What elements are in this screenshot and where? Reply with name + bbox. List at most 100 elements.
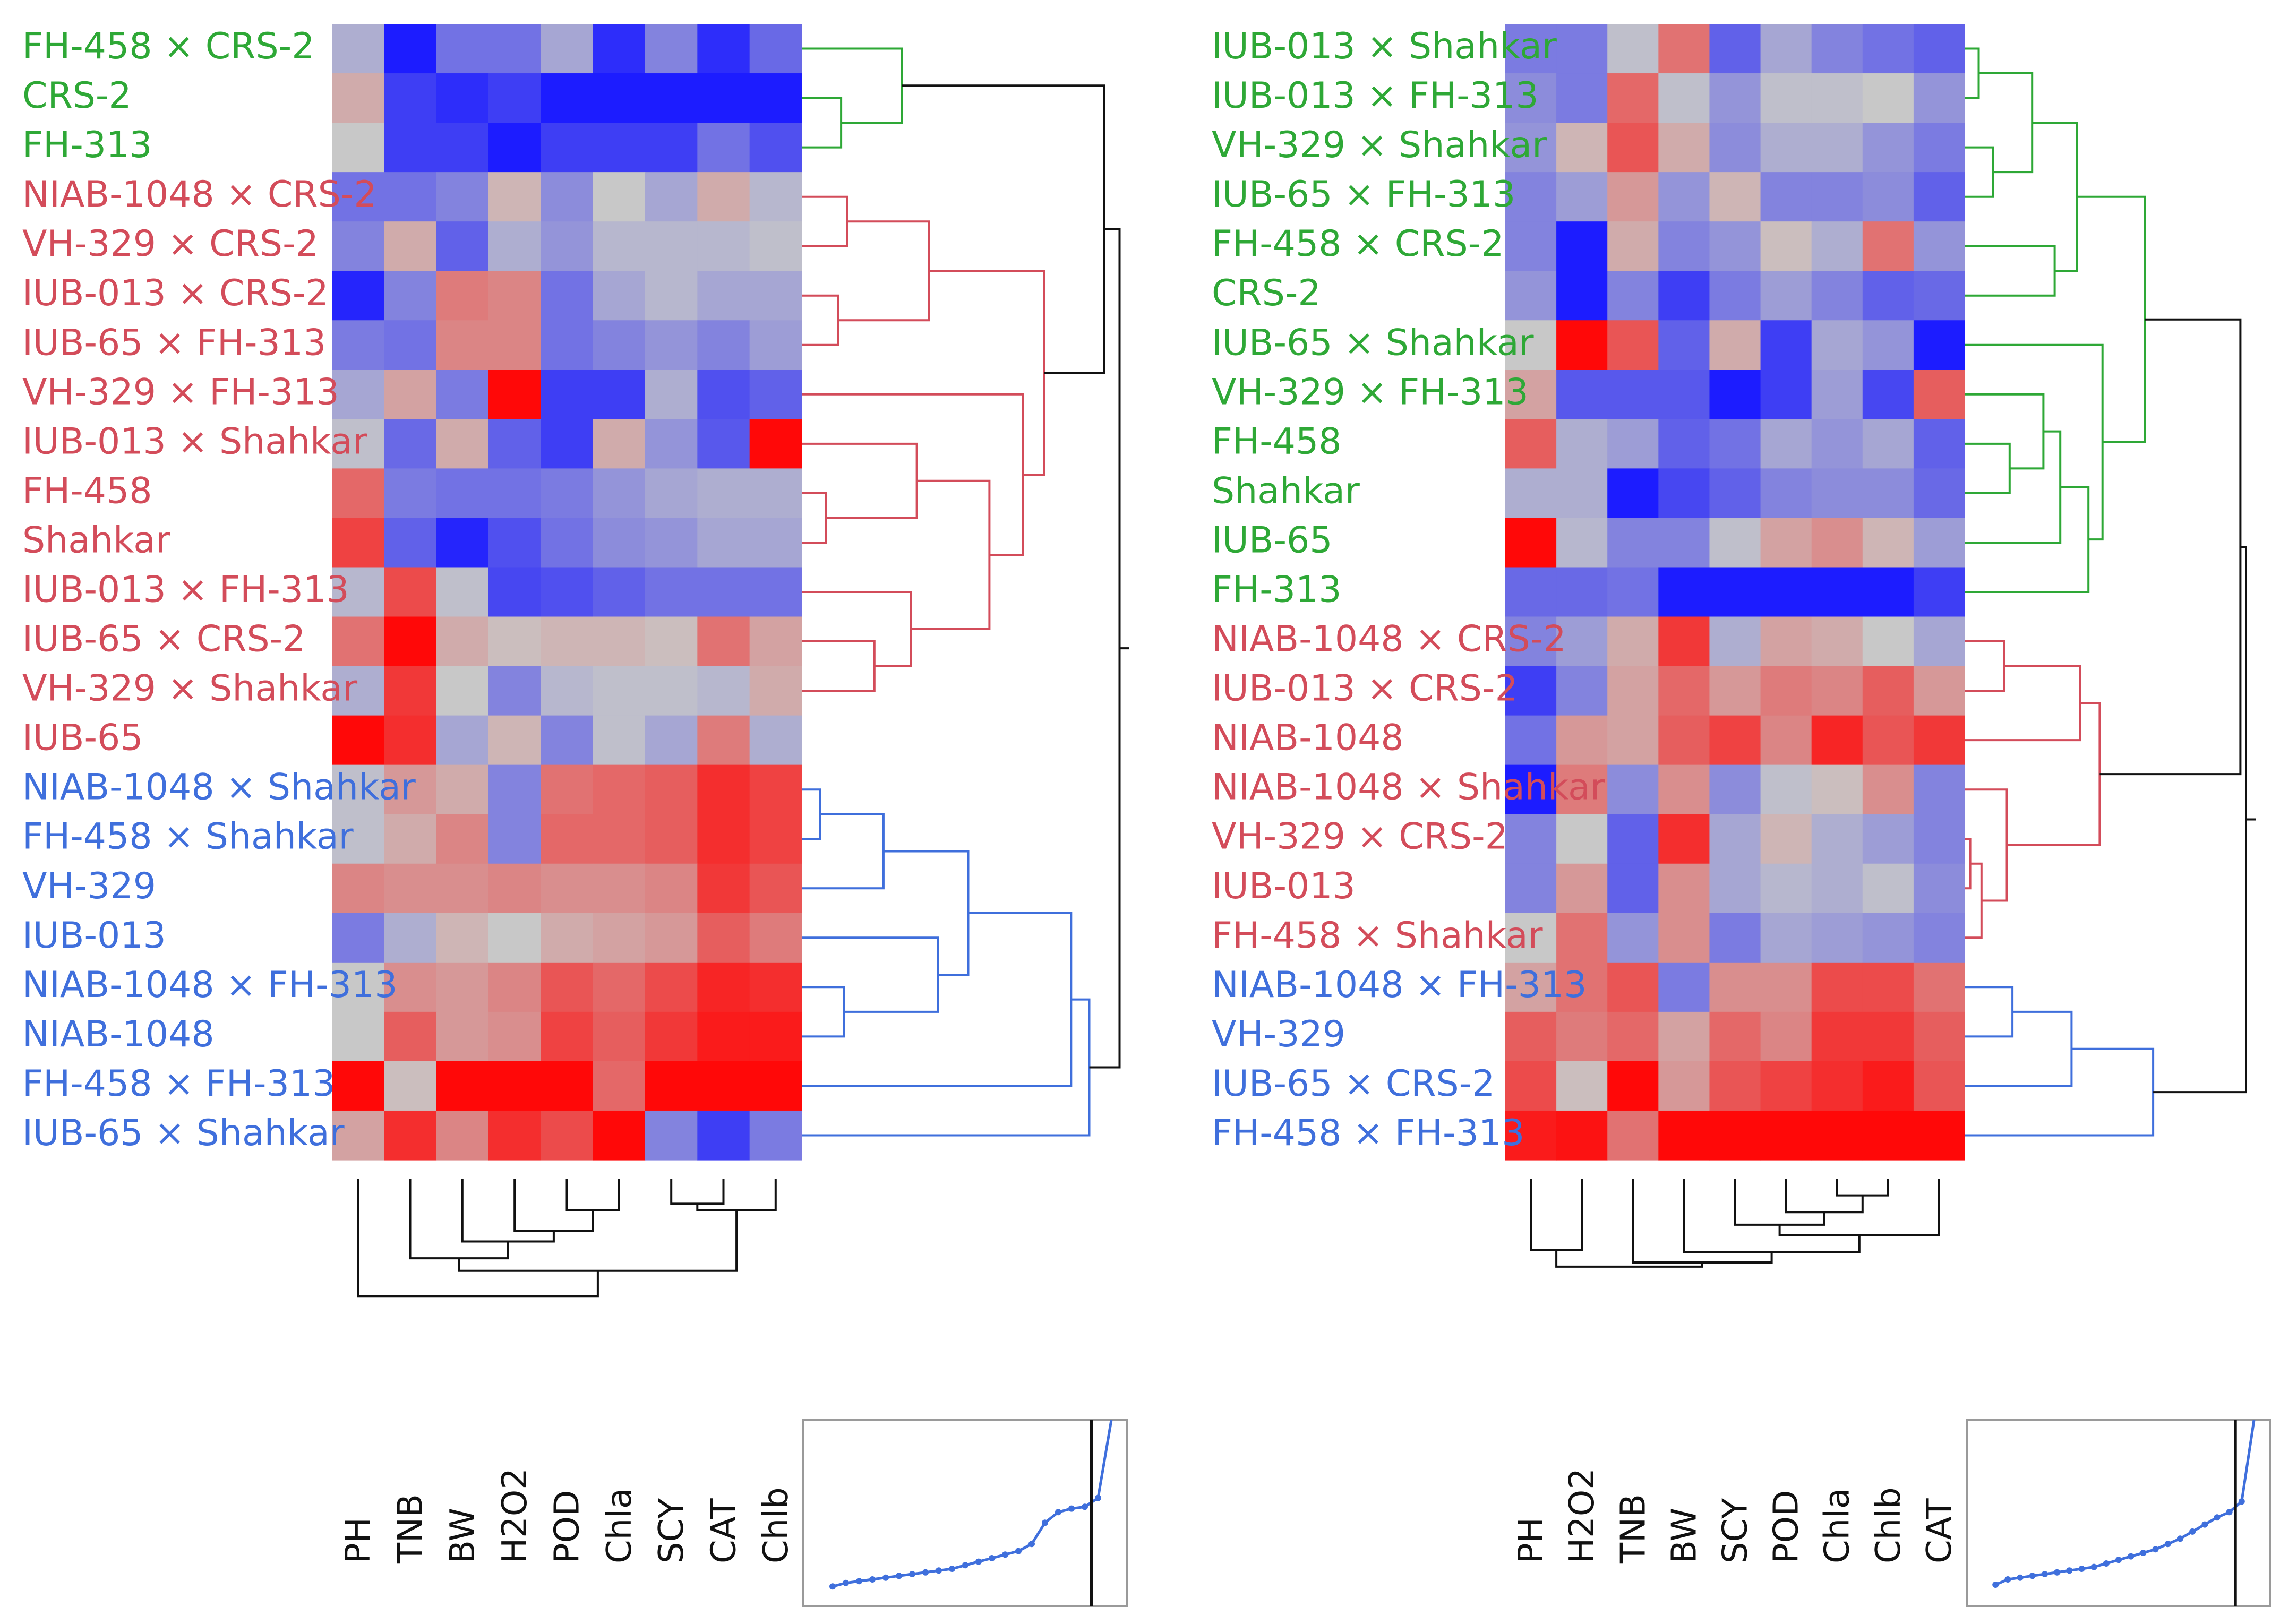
heatmap-cell	[436, 221, 489, 271]
heatmap-cell	[1709, 419, 1761, 469]
row-label: FH-458	[22, 470, 152, 512]
heatmap-cell	[1709, 24, 1761, 74]
heatmap-cell	[1709, 567, 1761, 617]
row-dendrogram-link	[1965, 245, 2056, 297]
row-label: FH-458 × CRS-2	[22, 25, 314, 67]
heatmap-cell	[488, 715, 541, 766]
heatmap-cell	[332, 518, 384, 568]
heatmap-cell	[697, 123, 750, 173]
heatmap-cell	[1862, 962, 1914, 1012]
heatmap-cell	[384, 123, 437, 173]
heatmap-cell	[384, 1011, 437, 1062]
heatmap-cell	[697, 73, 750, 123]
heatmap-cell	[436, 271, 489, 321]
curve-point	[909, 1571, 915, 1577]
curve-point	[843, 1579, 849, 1586]
heatmap-cell	[436, 666, 489, 716]
heatmap-cell	[332, 913, 384, 963]
heatmap-cell	[1658, 764, 1710, 815]
heatmap-cell	[1556, 764, 1608, 815]
heatmap-cell	[1760, 73, 1812, 123]
heatmap-cell	[1862, 468, 1914, 519]
heatmap-cell	[1505, 221, 1557, 271]
heatmap-cell	[488, 1011, 541, 1062]
heatmap-cell	[1913, 1061, 1965, 1111]
heatmap-cell	[1556, 1011, 1608, 1062]
column-dendrogram-link	[409, 1179, 509, 1260]
heatmap-cell	[749, 567, 802, 617]
heatmap-cell	[1658, 73, 1710, 123]
column-label: SCY	[652, 1498, 691, 1563]
row-label: FH-313	[22, 124, 152, 166]
heatmap-cell	[1811, 715, 1863, 766]
heatmap-cell	[436, 1110, 489, 1161]
curve-point	[2189, 1528, 2196, 1535]
heatmap-cell	[436, 73, 489, 123]
row-label: NIAB-1048	[22, 1013, 215, 1055]
column-label: H2O2	[1563, 1468, 1602, 1563]
heatmap-cell	[1505, 73, 1557, 123]
heatmap-cell	[1760, 913, 1812, 963]
row-label: IUB-013 × FH-313	[22, 569, 349, 611]
heatmap-cell	[1862, 616, 1914, 667]
heatmap-cell	[1607, 221, 1659, 271]
heatmap-cell	[1811, 468, 1863, 519]
curve-point	[1095, 1494, 1101, 1501]
heatmap-cell	[436, 172, 489, 222]
curve-point	[1015, 1548, 1022, 1554]
heatmap-cell	[1607, 863, 1659, 914]
heatmap-cell	[1862, 1011, 1914, 1062]
heatmap-cell	[1556, 271, 1608, 321]
heatmap-cell	[384, 913, 437, 963]
heatmap-cell	[1811, 1110, 1863, 1161]
heatmap-cell	[1505, 715, 1557, 766]
heatmap-cell	[645, 24, 698, 74]
heatmap-cell	[645, 1061, 698, 1111]
column-label: Chla	[1818, 1488, 1857, 1563]
heatmap-cell	[1862, 73, 1914, 123]
heatmap-cell	[436, 567, 489, 617]
column-dendrogram-link	[670, 1179, 725, 1205]
heatmap-cell	[1556, 123, 1608, 173]
heatmap-cell	[436, 616, 489, 667]
heatmap-cell	[1505, 518, 1557, 568]
curve-point	[2054, 1569, 2061, 1576]
row-dendrogram-link	[1965, 343, 2104, 541]
heatmap-cell	[384, 567, 437, 617]
heatmap-cell	[384, 370, 437, 419]
row-label: Shahkar	[1212, 470, 1360, 512]
curve-point	[936, 1567, 942, 1574]
heatmap-cell	[1505, 567, 1557, 617]
heatmap-cell	[1658, 666, 1710, 716]
heatmap-cell	[1913, 271, 1965, 321]
heatmap-cell	[1658, 1061, 1710, 1111]
heatmap-cell	[1811, 73, 1863, 123]
heatmap-cell	[1709, 73, 1761, 123]
column-dendrogram-link	[1836, 1179, 1889, 1197]
heatmap-cell	[1709, 518, 1761, 568]
column-label: BW	[1665, 1508, 1704, 1563]
heatmap-cell	[1862, 221, 1914, 271]
heatmap-cell	[1862, 172, 1914, 222]
heatmap-cell	[1760, 1061, 1812, 1111]
heatmap-cell	[1607, 419, 1659, 469]
heatmap-cell	[488, 814, 541, 864]
heatmap-cell	[1913, 863, 1965, 914]
heatmap-cell	[1760, 370, 1812, 419]
curve-point	[1028, 1541, 1035, 1548]
heatmap-cell	[1862, 715, 1914, 766]
heatmap-cell	[541, 962, 594, 1012]
row-dendrogram-link	[2007, 702, 2101, 846]
heatmap-cell	[488, 1061, 541, 1111]
heatmap-cell	[645, 814, 698, 864]
heatmap-cell	[1760, 863, 1812, 914]
heatmap-cell	[1505, 370, 1557, 419]
heatmap-cell	[1658, 320, 1710, 370]
heatmap-cell	[1505, 814, 1557, 864]
heatmap-cell	[332, 24, 384, 74]
heatmap-cell	[749, 616, 802, 667]
heatmap-cell	[541, 1061, 594, 1111]
heatmap-cell	[1862, 863, 1914, 914]
heatmap-cell	[1556, 666, 1608, 716]
heatmap-cell	[1862, 518, 1914, 568]
